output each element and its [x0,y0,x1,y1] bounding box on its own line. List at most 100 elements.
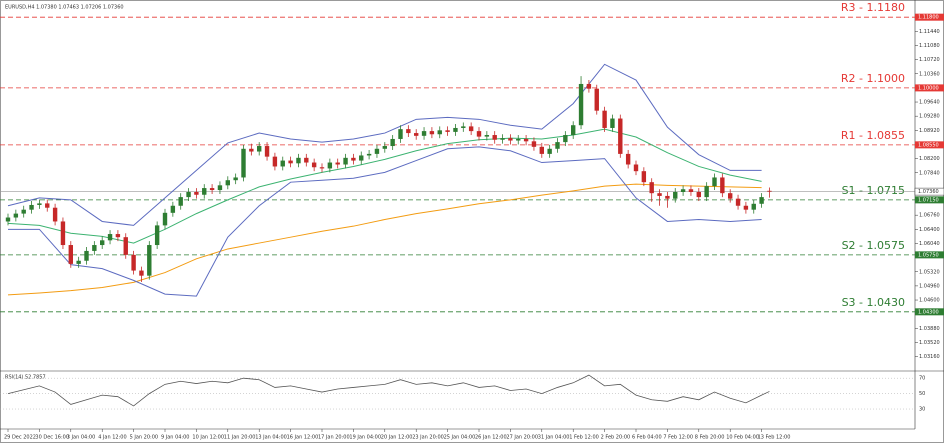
candle-body [217,185,223,191]
level-tag-box [915,141,944,149]
candle-body [625,153,631,165]
level-tag-box [915,84,944,92]
candle-body [594,88,599,111]
candle-body [296,157,301,164]
candle-body [728,193,733,199]
x-tick-label: 1 Feb 12:00 [569,435,599,441]
y-tick-label: 1.08920 [919,128,940,134]
level-tag-box [915,196,944,204]
candle-body [272,156,278,167]
candle-body [421,131,427,136]
candle-body [633,164,639,172]
level-tag: 1.11800 [918,15,939,21]
candle-body [60,221,66,246]
candle-body [170,205,176,213]
candle-body [735,198,741,206]
candle-body [209,188,215,191]
candle-body [531,141,537,147]
candle-body [602,110,607,128]
x-tick-label: 3 Jan 04:00 [67,435,95,441]
y-tick-label: 1.07840 [919,170,940,176]
candle-body [366,153,372,156]
y-tick-label: 1.03520 [919,340,940,346]
rsi-label: RSI(14) 52.7857 [5,375,46,381]
y-tick-label: 1.06040 [919,241,940,247]
candle-body [68,245,73,264]
candle-body [523,138,529,142]
y-tick-label: 1.03880 [919,326,940,332]
candle-body [696,192,701,198]
indicator-line [8,146,762,297]
candle-body [154,225,160,246]
y-tick-label: 1.10360 [919,71,940,77]
y-tick-label: 1.08200 [919,156,940,162]
level-tag-box [915,13,944,21]
candle-body [21,209,26,214]
x-tick-label: 2 Feb 20:00 [601,435,631,441]
candle-body [327,162,333,169]
candle-body [304,157,309,163]
x-tick-label: 16 Jan 12:00 [287,435,319,441]
chart-title: EURUSD,H4 1.07380 1.07463 1.07206 1.0736… [5,5,124,11]
candle-body [704,186,709,198]
level-tag: 1.04300 [918,309,939,315]
x-tick-label: 10 Jan 12:00 [192,435,224,441]
candle-body [586,83,592,89]
candle-body [555,142,560,149]
candle-body [107,234,113,241]
candle-body [52,207,58,222]
candle-body [657,193,662,196]
candle-body [578,83,584,126]
candle-body [453,127,458,132]
candle-body [92,245,97,251]
level-tag: 1.05750 [918,252,939,258]
candle-body [202,188,207,195]
level-tag-box [915,251,944,259]
level-tag: 1.10000 [918,85,939,91]
y-tick-label: 1.11080 [919,43,940,49]
level-label: R1 - 1.0855 [841,129,905,142]
last-price-label: 1.07360 [918,189,939,195]
x-tick-label: 31 Jan 04:00 [538,435,570,441]
candle-body [759,197,764,204]
candle-body [767,190,772,192]
candle-body [751,203,756,210]
x-tick-label: 23 Jan 20:00 [412,435,444,441]
candle-body [162,212,168,226]
candle-body [288,160,293,164]
candle-body [186,192,191,198]
candle-body [610,118,615,128]
level-tag: 1.07150 [918,197,939,203]
candle-body [680,189,686,192]
candle-body [492,135,497,140]
y-tick-label: 1.09640 [919,100,940,106]
x-tick-label: 5 Jan 20:00 [130,435,158,441]
candle-body [484,135,490,137]
candle-body [461,126,466,128]
candle-body [665,195,670,199]
candle-body [374,148,380,154]
candle-body [429,131,435,135]
y-tick-label: 1.06760 [919,213,940,219]
level-label: R3 - 1.1180 [841,1,905,14]
y-tick-label: 1.05320 [919,269,940,275]
candle-body [225,180,230,186]
candle-body [641,171,647,183]
x-tick-label: 29 Dec 2022 [4,435,36,441]
candle-body [351,157,356,161]
candle-body [390,138,395,147]
x-tick-label: 27 Jan 20:00 [506,435,538,441]
candle-body [100,240,105,246]
candle-body [406,129,411,134]
y-tick-label: 1.11440 [919,29,940,35]
level-tag: 1.08550 [918,142,939,148]
candle-body [688,189,694,192]
x-tick-label: 10 Feb 04:00 [726,435,759,441]
x-tick-label: 13 Feb 12:00 [758,435,791,441]
rsi-tick-label: 30 [919,407,925,413]
candle-body [563,135,568,143]
candle-body [139,270,144,276]
last-price-box [914,187,944,196]
candle-body [398,129,403,139]
